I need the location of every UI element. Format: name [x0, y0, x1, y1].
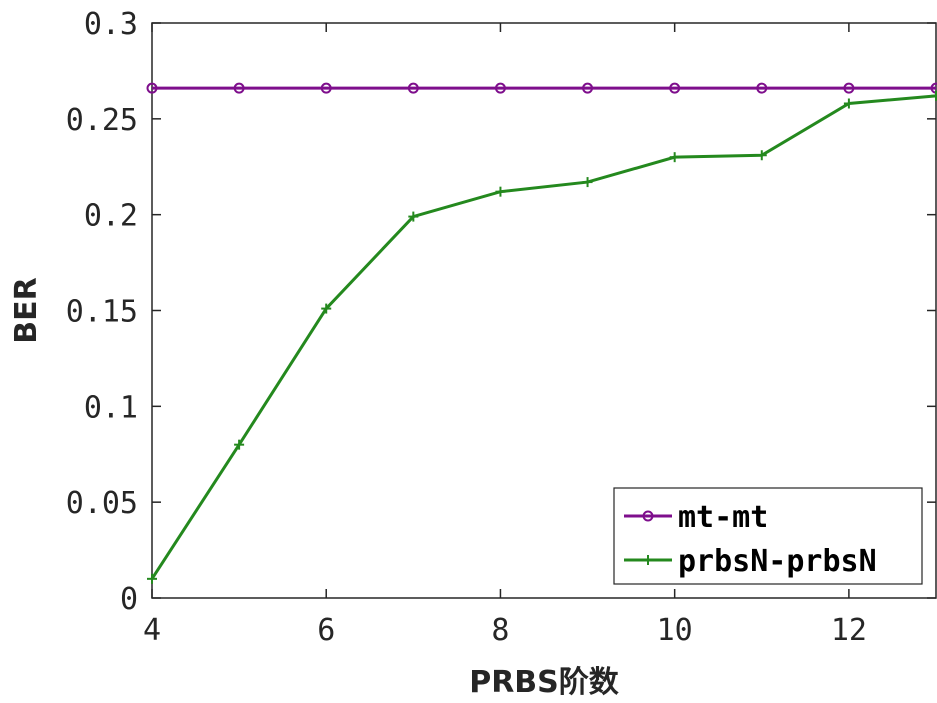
data-point [843, 82, 855, 94]
y-tick-label: 0 [120, 582, 138, 617]
y-tick-label: 0.3 [84, 7, 138, 42]
data-point [669, 152, 680, 163]
data-point [233, 82, 245, 94]
y-tick-label: 0.1 [84, 390, 138, 425]
legend-item: mt-mt [624, 500, 768, 535]
x-tick-label: 8 [491, 613, 509, 648]
data-point [407, 82, 419, 94]
series-line [150, 94, 937, 580]
data-point [669, 82, 681, 94]
legend-marker [642, 510, 654, 522]
data-point [234, 439, 245, 450]
x-tick-label: 6 [317, 613, 335, 648]
legend-label: mt-mt [678, 500, 768, 535]
data-point [495, 186, 506, 197]
y-tick-label: 0.05 [66, 486, 138, 521]
data-point [756, 82, 768, 94]
data-point [408, 211, 419, 222]
data-point [146, 82, 158, 94]
x-tick-label: 4 [143, 613, 161, 648]
series-layer [146, 82, 937, 584]
legend-label: prbsN-prbsN [678, 544, 877, 579]
data-point [320, 82, 332, 94]
x-axis-label: PRBS阶数 [469, 665, 620, 700]
x-tick-label: 10 [657, 613, 693, 648]
data-point [843, 98, 854, 109]
legend: mt-mt prbsN-prbsN [613, 487, 923, 585]
legend-marker [643, 555, 653, 565]
data-point [756, 150, 767, 161]
y-tick-label: 0.15 [66, 295, 138, 330]
legend-item: prbsN-prbsN [624, 544, 877, 579]
data-point [582, 82, 594, 94]
series-prbsN-prbsN [147, 90, 937, 584]
data-point [582, 177, 593, 188]
data-point [321, 303, 332, 314]
series-mt-mt [146, 82, 937, 94]
legend-box [613, 487, 923, 585]
y-tick-label: 0.2 [84, 199, 138, 234]
ticks-layer: 4 6 8 10 12 0 0.05 0.1 0.15 0.2 0.25 0.3 [66, 7, 936, 648]
data-point [494, 82, 506, 94]
data-point [931, 90, 937, 101]
y-tick-label: 0.25 [66, 103, 138, 138]
y-axis-label: BER [9, 277, 44, 343]
x-tick-label: 12 [831, 613, 867, 648]
data-point [147, 573, 157, 584]
